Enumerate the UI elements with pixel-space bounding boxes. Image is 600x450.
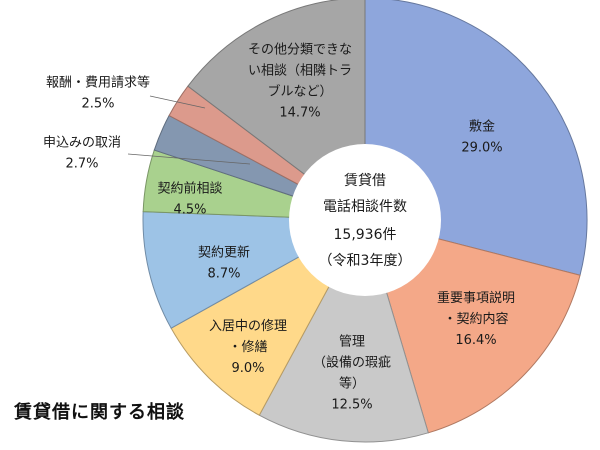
slice-8-label: い相談（相隣トラ [248,63,352,79]
slice-4-value: 8.7% [207,267,240,282]
slice-8-label: その他分類できな [248,43,352,58]
slice-2 [258,218,429,443]
donut-hole [289,144,441,296]
slice-2-label: （設備の瑕疵 [313,355,391,371]
slice-6-value: 2.7% [65,157,98,172]
slice-5-label: 契約前相談 [157,181,222,197]
slice-2-label: 管理 [339,335,365,350]
slice-1-label: ・契約内容 [443,311,508,327]
center-label-line-1: 電話相談件数 [323,198,407,215]
slice-7-value: 2.5% [81,97,114,112]
slice-0-value: 29.0% [461,141,502,156]
slice-1-label: 重要事項説明 [437,290,515,306]
slice-7-label: 報酬・費用請求等 [46,75,150,91]
slice-3-label: 入居中の修理 [209,319,287,334]
center-label-line-2: 15,936件 [334,227,397,243]
slice-5-value: 4.5% [173,203,206,218]
slice-8-label: ブルなど） [267,84,332,100]
slice-3-value: 9.0% [231,361,264,376]
slice-4-label: 契約更新 [198,245,250,261]
slice-8-value: 14.7% [279,106,320,121]
slice-1-value: 16.4% [455,333,496,348]
chart-title: 賃貸借に関する相談 [14,402,185,423]
slice-3-label: ・修繕 [228,339,267,355]
center-label-line-0: 賃貸借 [344,173,386,189]
slice-6-label: 申込みの取消 [43,136,121,151]
slice-2-value: 12.5% [331,398,372,413]
leader-line-6 [127,153,251,165]
center-label-line-3: （令和3年度） [319,253,412,269]
slice-2-label: 等） [339,376,365,392]
slice-0-label: 敷金 [469,119,495,135]
leader-line-7 [149,95,206,109]
